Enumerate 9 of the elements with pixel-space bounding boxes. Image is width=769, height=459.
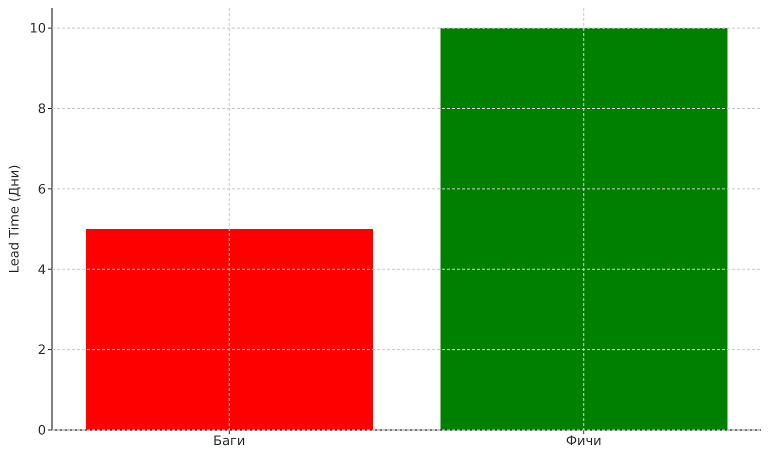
y-tick-label: 8 [38, 102, 46, 118]
y-tick-label: 2 [38, 343, 46, 358]
y-axis-title: Lead Time (Дни) [8, 164, 22, 274]
y-tick-label: 6 [38, 182, 46, 198]
x-tick-label: Баги [213, 434, 246, 450]
y-tick-label: 10 [29, 22, 46, 37]
y-tick-label: 4 [38, 262, 46, 278]
x-tick-label: Фичи [566, 434, 602, 450]
y-tick-label: 0 [38, 424, 46, 439]
